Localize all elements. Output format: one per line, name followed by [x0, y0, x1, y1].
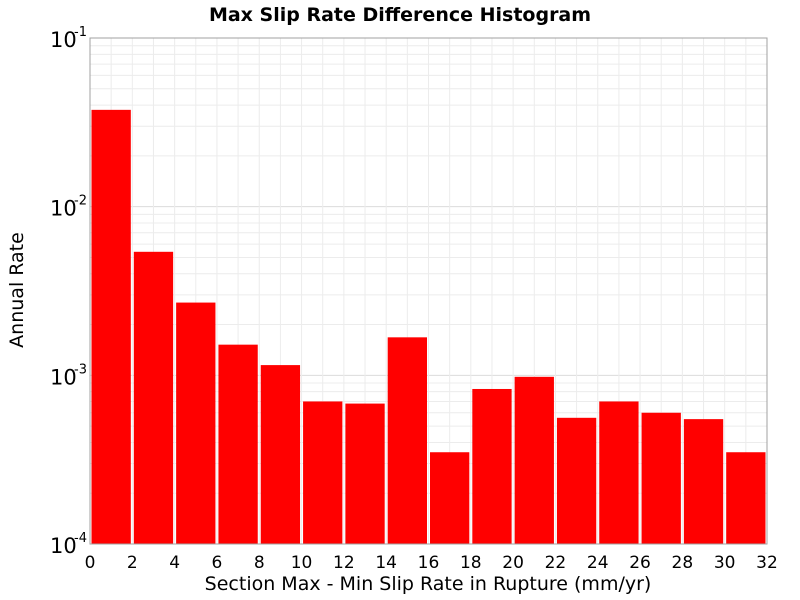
x-tick-label: 16 [418, 553, 440, 573]
x-tick-label: 14 [375, 553, 397, 573]
x-tick-label: 18 [460, 553, 482, 573]
bar [176, 302, 216, 544]
x-axis-label: Section Max - Min Slip Rate in Rupture (… [205, 573, 652, 595]
y-tick-exponent: -1 [74, 25, 87, 40]
bar [599, 401, 639, 544]
bar [430, 452, 470, 544]
bar [556, 417, 597, 544]
x-tick-label: 22 [545, 553, 567, 573]
bar [726, 452, 766, 544]
x-tick-label: 4 [169, 553, 180, 573]
x-tick-label: 28 [672, 553, 694, 573]
y-tick-exponent: -3 [74, 362, 87, 377]
bar [345, 403, 385, 544]
y-tick-label: 10 [50, 534, 77, 558]
bar [472, 388, 512, 544]
y-tick-exponent: -4 [74, 531, 87, 546]
x-tick-label: 26 [629, 553, 651, 573]
bar [260, 365, 301, 544]
y-tick-label: 10 [50, 365, 77, 389]
y-tick-label: 10 [50, 28, 77, 52]
x-tick-label: 30 [714, 553, 736, 573]
bar [133, 251, 174, 544]
x-tick-label: 6 [212, 553, 223, 573]
x-tick-label: 10 [291, 553, 313, 573]
x-tick-label: 32 [756, 553, 778, 573]
bar [641, 412, 681, 544]
plot-frame [89, 37, 768, 545]
bar [303, 401, 343, 544]
x-tick-label: 8 [254, 553, 265, 573]
y-axis-label: Annual Rate [6, 232, 28, 348]
x-tick-label: 0 [85, 553, 96, 573]
y-tick-label: 10 [50, 197, 77, 221]
y-tick-labels: 10-410-310-210-1 [50, 25, 87, 558]
bar [387, 337, 427, 544]
x-tick-label: 20 [502, 553, 524, 573]
x-tick-labels: 0 2 4 6 8 10 12 14 16 18 20 22 24 26 28 30 32 [85, 553, 778, 573]
bar [218, 344, 258, 544]
x-tick-label: 12 [333, 553, 355, 573]
x-tick-label: 24 [587, 553, 609, 573]
bar [91, 109, 131, 544]
chart-title: Max Slip Rate Difference Histogram [209, 4, 591, 26]
bars [91, 109, 766, 544]
x-tick-label: 2 [127, 553, 138, 573]
bar [683, 419, 724, 544]
bar [514, 376, 554, 544]
y-tick-exponent: -2 [74, 194, 87, 209]
